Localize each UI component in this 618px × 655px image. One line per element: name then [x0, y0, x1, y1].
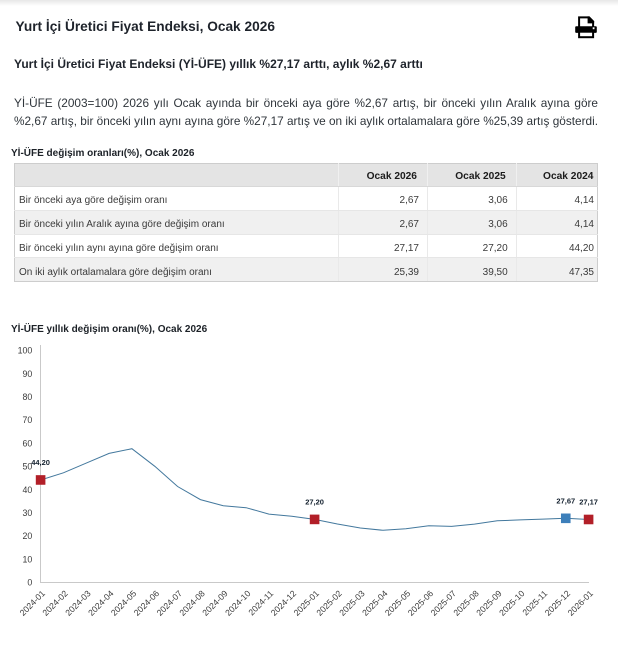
svg-text:60: 60	[23, 438, 33, 448]
svg-text:90: 90	[23, 369, 33, 379]
svg-text:80: 80	[23, 392, 33, 402]
svg-text:27,67: 27,67	[556, 496, 575, 505]
svg-text:50: 50	[23, 462, 33, 472]
svg-text:70: 70	[23, 415, 33, 425]
svg-text:27,17: 27,17	[579, 498, 598, 507]
svg-text:40: 40	[23, 485, 33, 495]
svg-text:27,20: 27,20	[305, 497, 324, 506]
svg-text:20: 20	[23, 531, 33, 541]
svg-text:0: 0	[27, 578, 32, 588]
svg-text:2026-01: 2026-01	[566, 588, 596, 618]
svg-text:44,20: 44,20	[31, 458, 50, 467]
svg-text:30: 30	[23, 508, 33, 518]
svg-text:100: 100	[18, 346, 33, 356]
svg-text:10: 10	[23, 554, 33, 564]
